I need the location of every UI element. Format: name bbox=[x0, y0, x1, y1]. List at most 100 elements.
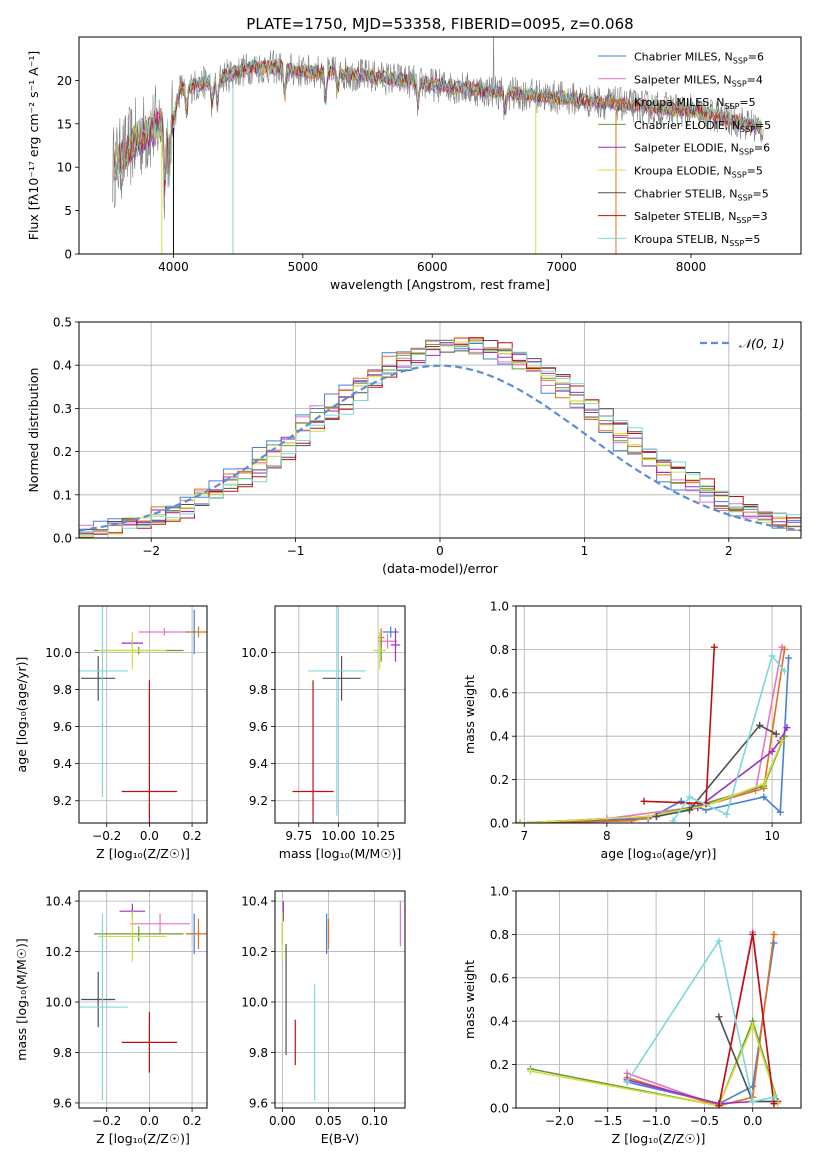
spectrum-model-kroupa-stelib bbox=[113, 58, 762, 186]
weights-line bbox=[718, 934, 775, 1106]
errorbar-salpeter-elodie bbox=[390, 628, 401, 662]
y-tick-label: 0.8 bbox=[490, 928, 509, 942]
x-tick-label: 0.0 bbox=[140, 1114, 159, 1128]
y-tick-label: 10.0 bbox=[45, 996, 72, 1010]
weights-marker bbox=[783, 724, 791, 732]
x-tick-label: 0 bbox=[436, 544, 444, 558]
y-tick-label: 1.0 bbox=[490, 885, 509, 899]
legend-label: Kroupa MILES, NSSP=5 bbox=[634, 96, 756, 111]
y-axis-label: mass [log₁₀(M/M☉)] bbox=[14, 938, 29, 1060]
weights-marker bbox=[770, 930, 778, 938]
weights-marker bbox=[768, 652, 776, 660]
weights-salpeter-stelib bbox=[640, 643, 718, 807]
y-axis-label: age [log₁₀(age/yr)] bbox=[14, 657, 29, 773]
x-tick-label: 5000 bbox=[288, 260, 319, 274]
weights-marker bbox=[778, 737, 786, 745]
x-tick-label: −1.5 bbox=[593, 1114, 622, 1128]
y-tick-label: 5 bbox=[64, 204, 72, 218]
x-tick-label: 6000 bbox=[417, 260, 448, 274]
legend-sub: SSP bbox=[738, 193, 753, 202]
legend-sub: SSP bbox=[740, 125, 755, 134]
y-axis-label: mass weight bbox=[462, 675, 477, 754]
errorbar-salpeter-stelib bbox=[292, 680, 334, 823]
weights-kroupa-stelib bbox=[669, 652, 788, 823]
weights-marker bbox=[628, 817, 636, 823]
y-axis-label: Flux [fλ10⁻¹⁷ erg cm⁻² s⁻¹ A⁻¹] bbox=[26, 51, 41, 240]
y-tick-label: 0.8 bbox=[490, 643, 509, 657]
y-tick-label: 1.0 bbox=[490, 600, 509, 614]
weights-marker bbox=[780, 667, 788, 675]
weights-line bbox=[626, 934, 775, 1107]
y-tick-label: 10.0 bbox=[45, 646, 72, 660]
legend-count: =5 bbox=[744, 233, 760, 246]
weights-marker bbox=[685, 793, 693, 801]
x-tick-label: 9 bbox=[686, 829, 694, 843]
x-tick-label: 0.10 bbox=[361, 1114, 388, 1128]
y-tick-label: 10.4 bbox=[45, 895, 72, 909]
errorbar-salpeter-miles bbox=[130, 913, 190, 934]
weights-line bbox=[530, 1018, 779, 1107]
x-tick-label: −0.2 bbox=[92, 1114, 121, 1128]
weights-line bbox=[520, 740, 783, 823]
y-tick-label: 9.6 bbox=[53, 1096, 72, 1110]
y-tick-label: 20 bbox=[57, 74, 72, 88]
x-tick-label: −1.0 bbox=[642, 1114, 671, 1128]
y-tick-label: 15 bbox=[57, 117, 72, 131]
weights-marker bbox=[623, 1078, 631, 1086]
y-tick-label: 0.4 bbox=[490, 1015, 509, 1029]
weights-marker bbox=[772, 730, 780, 738]
errorbar-chabrier-stelib bbox=[81, 971, 116, 1028]
weights-line bbox=[520, 647, 783, 823]
legend-count: =5 bbox=[747, 165, 763, 178]
x-tick-label: 10.25 bbox=[361, 829, 395, 843]
grid-age_vs_mass bbox=[275, 606, 405, 823]
y-tick-label: 0.0 bbox=[490, 817, 509, 831]
errorbar-kroupa-stelib bbox=[308, 606, 366, 816]
x-tick-label: 8000 bbox=[676, 260, 707, 274]
weights-kroupa-stelib bbox=[623, 937, 778, 1105]
weights-salpeter-stelib bbox=[715, 930, 778, 1108]
weights-marker bbox=[749, 1022, 757, 1030]
y-tick-label: 0.6 bbox=[490, 971, 509, 985]
legend-sub: SSP bbox=[739, 148, 754, 157]
y-tick-label: 9.6 bbox=[249, 1096, 268, 1110]
weights-marker bbox=[770, 939, 778, 947]
y-tick-label: 9.2 bbox=[249, 794, 268, 808]
normal-curve bbox=[79, 364, 801, 532]
weights-marker bbox=[770, 1100, 778, 1108]
legend-sub: SSP bbox=[732, 171, 747, 180]
legend-sub: SSP bbox=[732, 79, 747, 88]
y-tick-label: 10.2 bbox=[45, 945, 72, 959]
y-tick-label: 9.8 bbox=[249, 683, 268, 697]
weights-kroupa-miles bbox=[623, 930, 778, 1108]
legend-count: =6 bbox=[754, 142, 770, 155]
y-tick-label: 0.6 bbox=[490, 686, 509, 700]
weights-kroupa-elodie bbox=[526, 1022, 782, 1108]
panel-mass_vs_Z: −0.2 0.0 0.2 9.6 9.8 10.0 10.2 10.4 Z [log₁₀(Z/Z… bbox=[14, 890, 208, 1146]
panel-residuals: −2 −1 0 1 2 0.0 0.1 0.2 0.3 0.4 0.5 (data-model)/er… bbox=[26, 316, 802, 576]
axes-frame bbox=[274, 605, 406, 824]
weights-marker bbox=[644, 812, 652, 820]
panel-weight_vs_Z: −2.0 −1.5 −1.0 −0.5 0.0 0.0 0.2 0.4 0.6 0.8 1.0 Z [… bbox=[462, 885, 802, 1146]
weights-marker bbox=[715, 1013, 723, 1021]
spectrum-legend: Chabrier MILES, NSSP=6 Salpeter MILES, NS… bbox=[598, 51, 771, 248]
y-tick-label: 10.0 bbox=[241, 996, 268, 1010]
weights-marker bbox=[760, 793, 768, 801]
axes-frame bbox=[78, 890, 208, 1109]
legend-count: =6 bbox=[748, 51, 764, 64]
panel-mass_vs_ebv: 0.00 0.05 0.10 9.6 9.8 10.0 10.2 10.4 E(B-V) bbox=[241, 890, 406, 1146]
errorbar-salpeter-stelib bbox=[121, 680, 178, 823]
errorbar-chabrier-stelib bbox=[322, 656, 361, 701]
weights-chabrier-elodie bbox=[526, 1017, 782, 1108]
weights-marker bbox=[760, 780, 768, 788]
y-tick-label: 0.2 bbox=[490, 1058, 509, 1072]
weights-marker bbox=[715, 937, 723, 945]
legend-count: =5 bbox=[753, 187, 769, 200]
x-tick-label: 9.75 bbox=[285, 829, 312, 843]
y-tick-label: 0.4 bbox=[53, 359, 72, 373]
plot-area-weight_vs_Z bbox=[526, 928, 782, 1108]
legend-label: Chabrier MILES, NSSP=6 bbox=[634, 51, 764, 66]
x-tick-label: 10.00 bbox=[321, 829, 355, 843]
y-tick-label: 0.0 bbox=[490, 1102, 509, 1116]
